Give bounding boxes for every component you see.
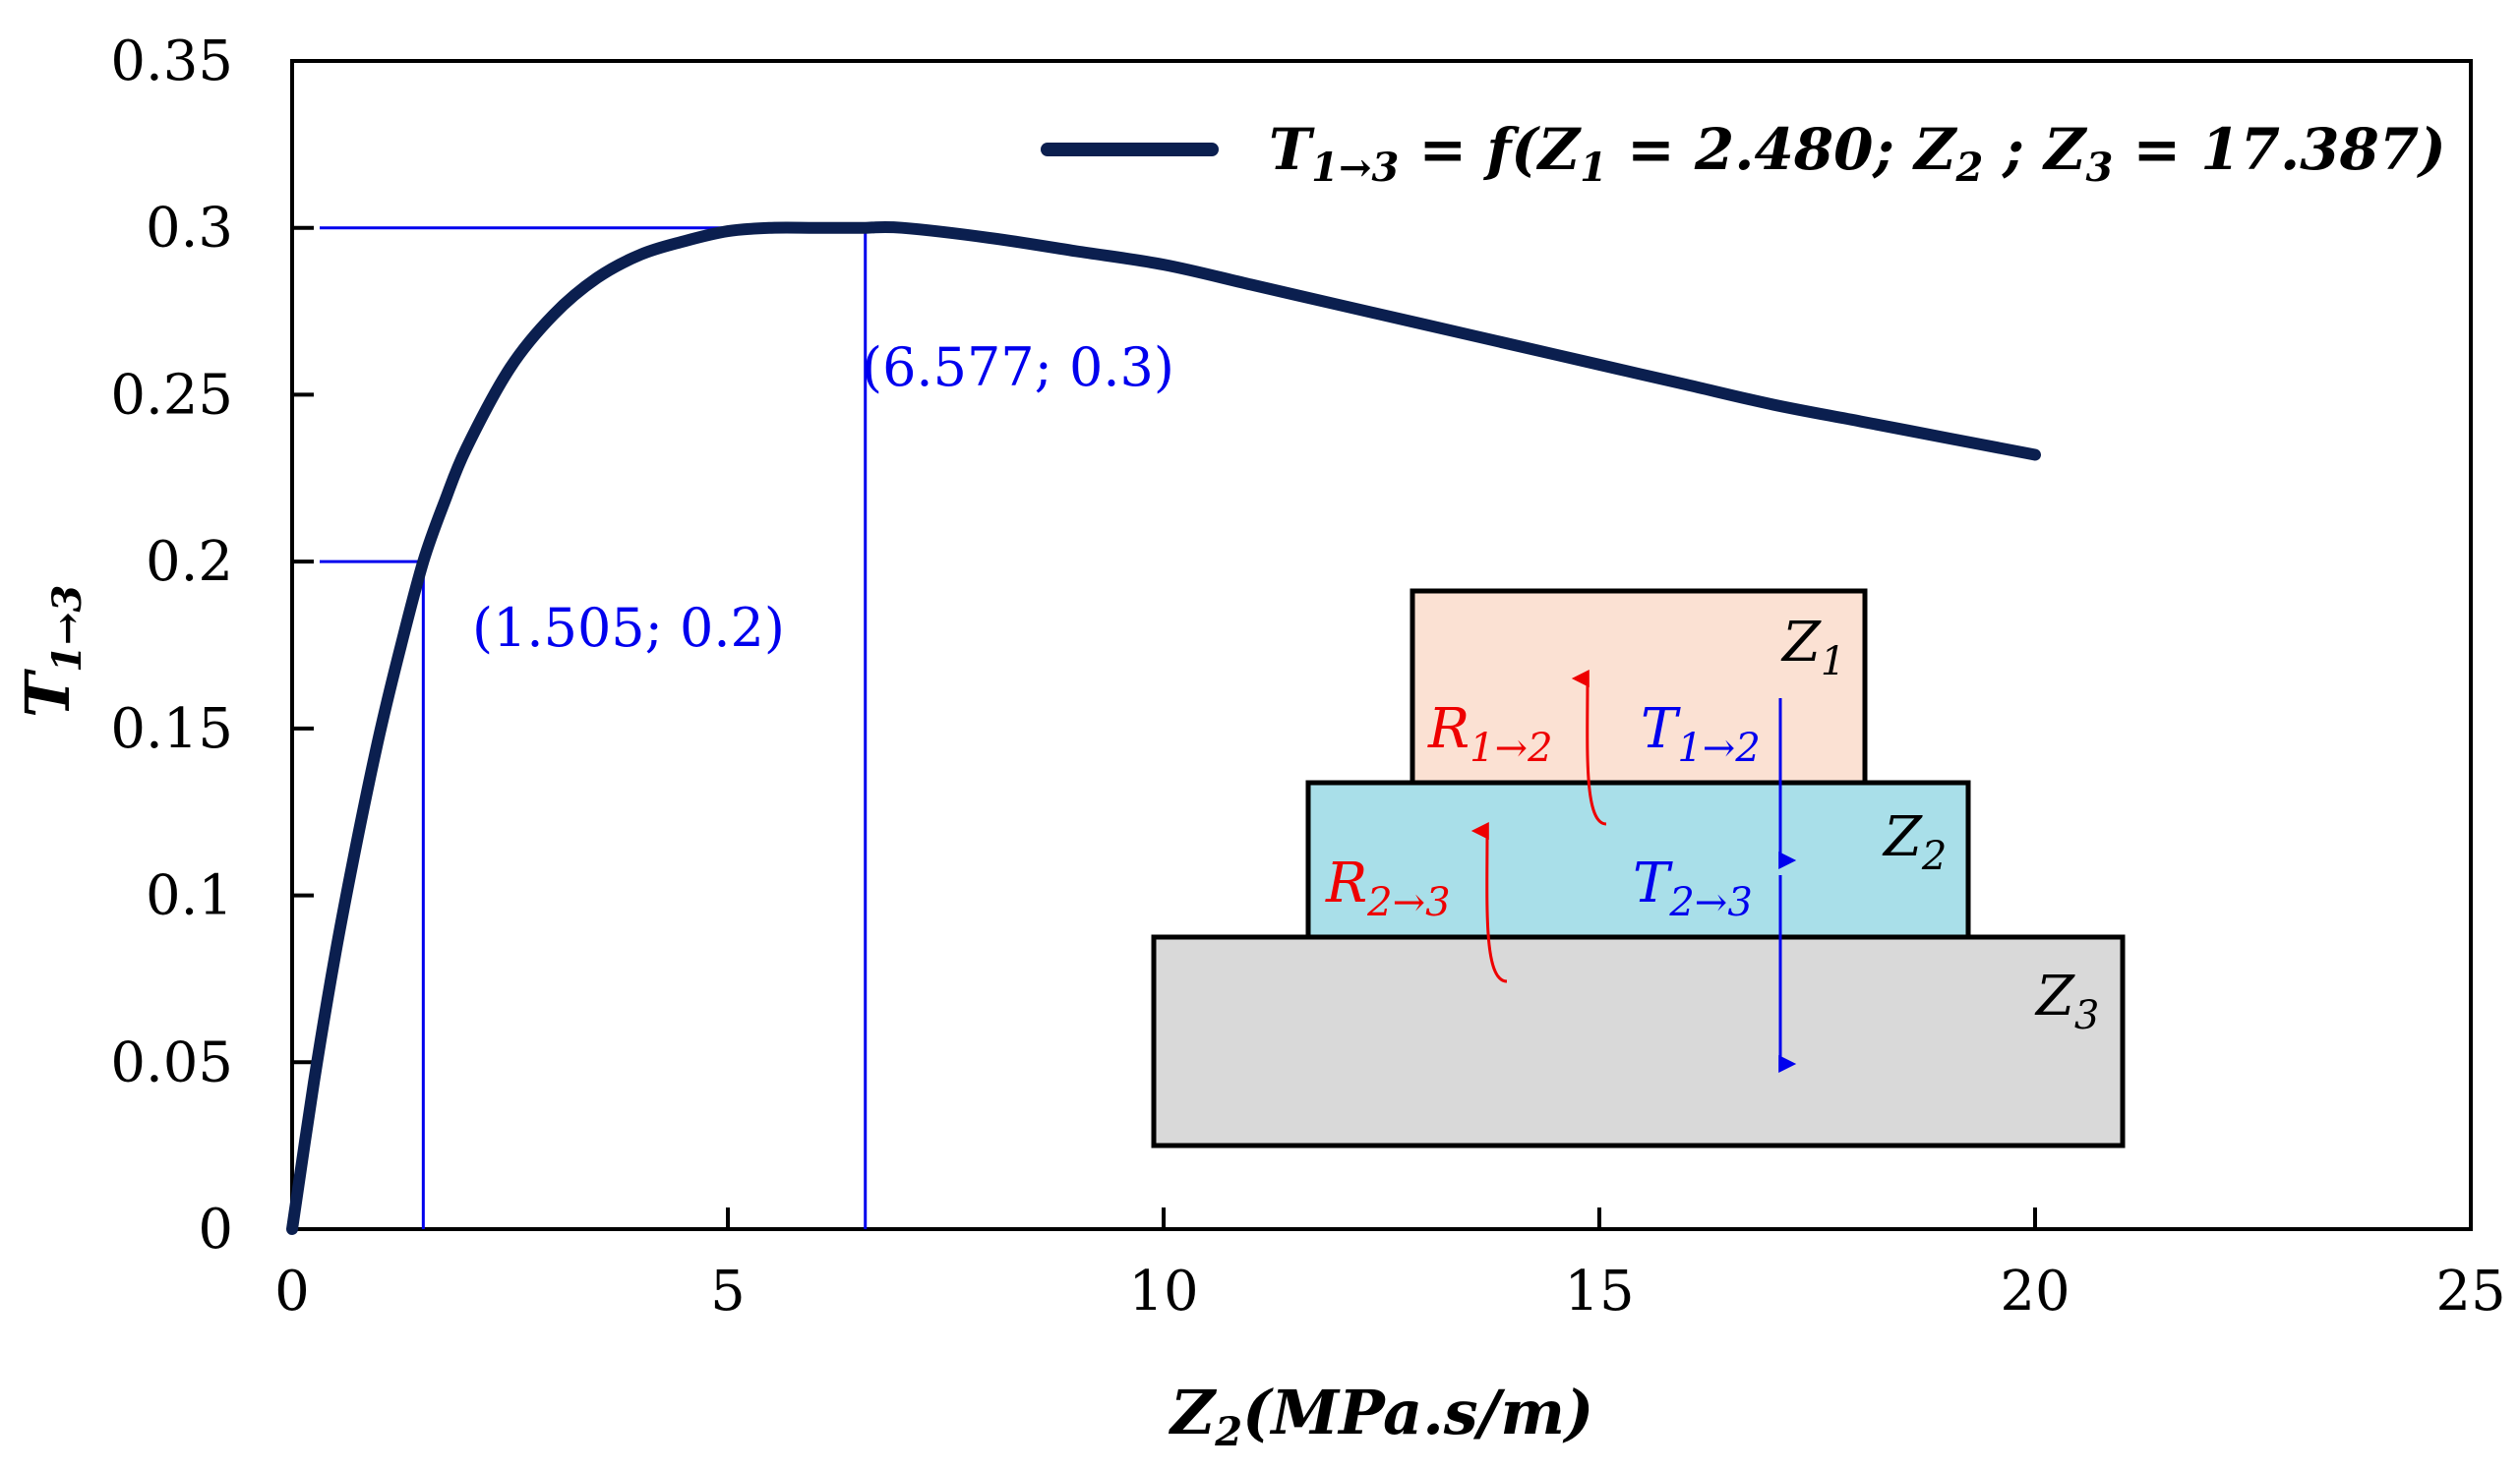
plot-frame: [290, 59, 2473, 1231]
legend: T1→3 = f(Z1 = 2.480; Z2 ; Z3 = 17.387): [1041, 116, 2446, 191]
y-tick-label: 0.2: [146, 530, 233, 594]
x-axis-label: Z2(MPa.s/m): [1168, 1377, 1593, 1455]
y-tick-label: 0.35: [110, 29, 233, 93]
reflection-arrow-2-3: [1470, 822, 1508, 983]
transmission-label-2-3: T2→3: [1633, 852, 1753, 925]
y-tick-label: 0.1: [146, 864, 233, 928]
layer-z2-label: Z2: [1882, 805, 1947, 879]
y-tick-label: 0: [198, 1198, 233, 1262]
y-axis-label: T1→3: [12, 585, 90, 718]
annotation-point-2: (6.577; 0.3): [862, 336, 1174, 398]
x-tick-label: 0: [274, 1260, 310, 1324]
legend-label: T1→3 = f(Z1 = 2.480; Z2 ; Z3 = 17.387): [1269, 116, 2446, 191]
reflection-label-2-3: R2→3: [1325, 852, 1451, 925]
reflection-label-1-2: R1→2: [1427, 697, 1553, 771]
y-tick-label: 0.25: [110, 363, 233, 427]
y-axis-ticks: 0 0.05 0.1 0.15 0.2 0.25 0.3 0.35: [110, 29, 314, 1262]
x-axis-ticks: 0 5 10 15 20 25: [274, 1207, 2506, 1324]
transmission-label-1-2: T1→2: [1641, 697, 1761, 771]
y-tick-label: 0.3: [146, 197, 233, 261]
reference-lines: [320, 226, 868, 1229]
layer-z2: [1305, 780, 1971, 940]
layer-z1: [1410, 588, 1868, 786]
series-line: [286, 220, 2041, 1235]
x-tick-label: 25: [2435, 1260, 2505, 1324]
y-tick-label: 0.15: [110, 697, 233, 761]
x-tick-label: 20: [2000, 1260, 2070, 1324]
annotation-point-1: (1.505; 0.2): [472, 597, 785, 659]
layer-z3-label: Z3: [2034, 965, 2099, 1038]
x-tick-label: 10: [1128, 1260, 1198, 1324]
x-tick-label: 5: [710, 1260, 746, 1324]
layer-z3: [1151, 934, 2126, 1148]
x-tick-label: 15: [1564, 1260, 1634, 1324]
y-tick-label: 0.05: [110, 1030, 233, 1094]
inset-layer-diagram: Z1 Z2 Z3 R1→2 R2→3 T1→2 T2→3: [1151, 588, 2126, 1148]
reflection-arrow-1-2: [1571, 670, 1607, 826]
layer-z1-label: Z1: [1780, 611, 1845, 684]
